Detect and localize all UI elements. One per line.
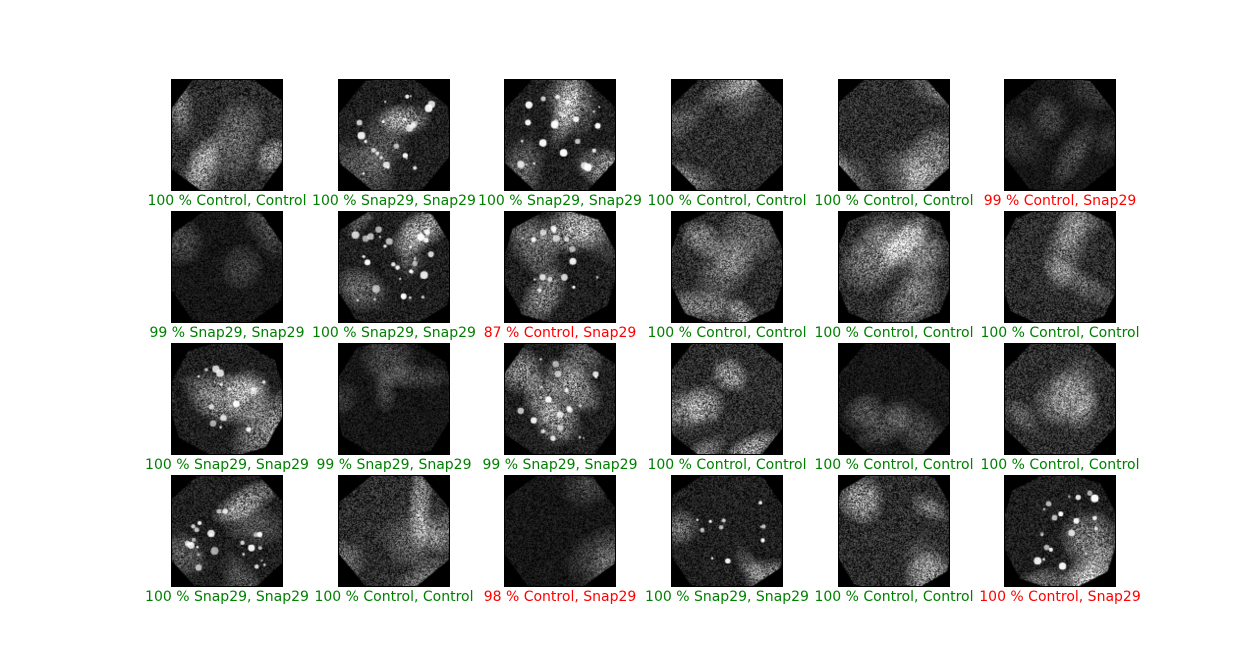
image-tile: 100 % Control, Control bbox=[647, 211, 807, 341]
image-tile: 100 % Snap29, Snap29 bbox=[478, 79, 642, 209]
microscopy-image bbox=[671, 343, 783, 455]
microscopy-image bbox=[171, 79, 283, 191]
microscopy-image bbox=[838, 343, 950, 455]
image-tile: 100 % Snap29, Snap29 bbox=[645, 475, 809, 605]
image-tile: 98 % Control, Snap29 bbox=[484, 475, 636, 605]
image-tile: 99 % Snap29, Snap29 bbox=[317, 343, 472, 473]
tile-label: 100 % Snap29, Snap29 bbox=[645, 589, 809, 605]
microscopy-image bbox=[338, 79, 450, 191]
microscopy-image bbox=[671, 211, 783, 323]
tile-label: 100 % Control, Control bbox=[814, 193, 974, 209]
image-tile: 100 % Control, Snap29 bbox=[979, 475, 1141, 605]
tile-label: 100 % Control, Control bbox=[980, 325, 1140, 341]
image-tile: 100 % Snap29, Snap29 bbox=[312, 79, 476, 209]
image-tile: 99 % Snap29, Snap29 bbox=[483, 343, 638, 473]
image-tile: 99 % Control, Snap29 bbox=[984, 79, 1136, 209]
microscopy-image bbox=[1004, 343, 1116, 455]
image-tile: 100 % Control, Control bbox=[814, 475, 974, 605]
tile-label: 100 % Control, Snap29 bbox=[979, 589, 1141, 605]
tile-label: 100 % Snap29, Snap29 bbox=[312, 325, 476, 341]
image-tile: 87 % Control, Snap29 bbox=[484, 211, 636, 341]
microscopy-image bbox=[671, 475, 783, 587]
image-tile: 100 % Control, Control bbox=[147, 79, 307, 209]
image-tile: 100 % Control, Control bbox=[980, 211, 1140, 341]
microscopy-image bbox=[838, 79, 950, 191]
image-tile: 100 % Control, Control bbox=[980, 343, 1140, 473]
tile-label: 100 % Control, Control bbox=[814, 325, 974, 341]
tile-label: 98 % Control, Snap29 bbox=[483, 589, 637, 605]
microscopy-image bbox=[671, 79, 783, 191]
tile-label: 100 % Snap29, Snap29 bbox=[145, 457, 309, 473]
tile-label: 100 % Snap29, Snap29 bbox=[145, 589, 309, 605]
tile-label: 100 % Control, Control bbox=[814, 589, 974, 605]
microscopy-image bbox=[838, 475, 950, 587]
microscopy-image bbox=[504, 343, 616, 455]
microscopy-image bbox=[1004, 79, 1116, 191]
tile-label: 100 % Control, Control bbox=[647, 193, 807, 209]
tile-label: 99 % Snap29, Snap29 bbox=[316, 457, 472, 473]
image-tile: 100 % Snap29, Snap29 bbox=[312, 211, 476, 341]
microscopy-image bbox=[338, 475, 450, 587]
microscopy-image bbox=[171, 475, 283, 587]
tile-label: 100 % Control, Control bbox=[647, 457, 807, 473]
image-tile: 100 % Snap29, Snap29 bbox=[145, 475, 309, 605]
microscopy-image bbox=[1004, 475, 1116, 587]
microscopy-image bbox=[504, 211, 616, 323]
tile-label: 99 % Control, Snap29 bbox=[983, 193, 1137, 209]
tile-label: 87 % Control, Snap29 bbox=[483, 325, 637, 341]
image-tile: 100 % Control, Control bbox=[647, 79, 807, 209]
tile-label: 99 % Snap29, Snap29 bbox=[149, 325, 305, 341]
image-tile: 100 % Control, Control bbox=[814, 79, 974, 209]
microscopy-image bbox=[1004, 211, 1116, 323]
image-tile: 100 % Control, Control bbox=[814, 211, 974, 341]
tile-label: 100 % Control, Control bbox=[147, 193, 307, 209]
microscopy-image bbox=[338, 211, 450, 323]
tile-label: 100 % Control, Control bbox=[647, 325, 807, 341]
image-tile: 100 % Control, Control bbox=[314, 475, 474, 605]
microscopy-image bbox=[171, 211, 283, 323]
microscopy-image bbox=[838, 211, 950, 323]
microscopy-image bbox=[504, 79, 616, 191]
microscopy-image bbox=[171, 343, 283, 455]
tile-label: 100 % Control, Control bbox=[814, 457, 974, 473]
microscopy-image bbox=[504, 475, 616, 587]
image-tile: 100 % Snap29, Snap29 bbox=[145, 343, 309, 473]
tile-label: 100 % Control, Control bbox=[980, 457, 1140, 473]
tile-label: 100 % Snap29, Snap29 bbox=[478, 193, 642, 209]
image-tile: 99 % Snap29, Snap29 bbox=[150, 211, 305, 341]
tile-label: 99 % Snap29, Snap29 bbox=[482, 457, 638, 473]
microscopy-image bbox=[338, 343, 450, 455]
image-tile: 100 % Control, Control bbox=[647, 343, 807, 473]
image-tile: 100 % Control, Control bbox=[814, 343, 974, 473]
tile-label: 100 % Snap29, Snap29 bbox=[312, 193, 476, 209]
tile-label: 100 % Control, Control bbox=[314, 589, 474, 605]
